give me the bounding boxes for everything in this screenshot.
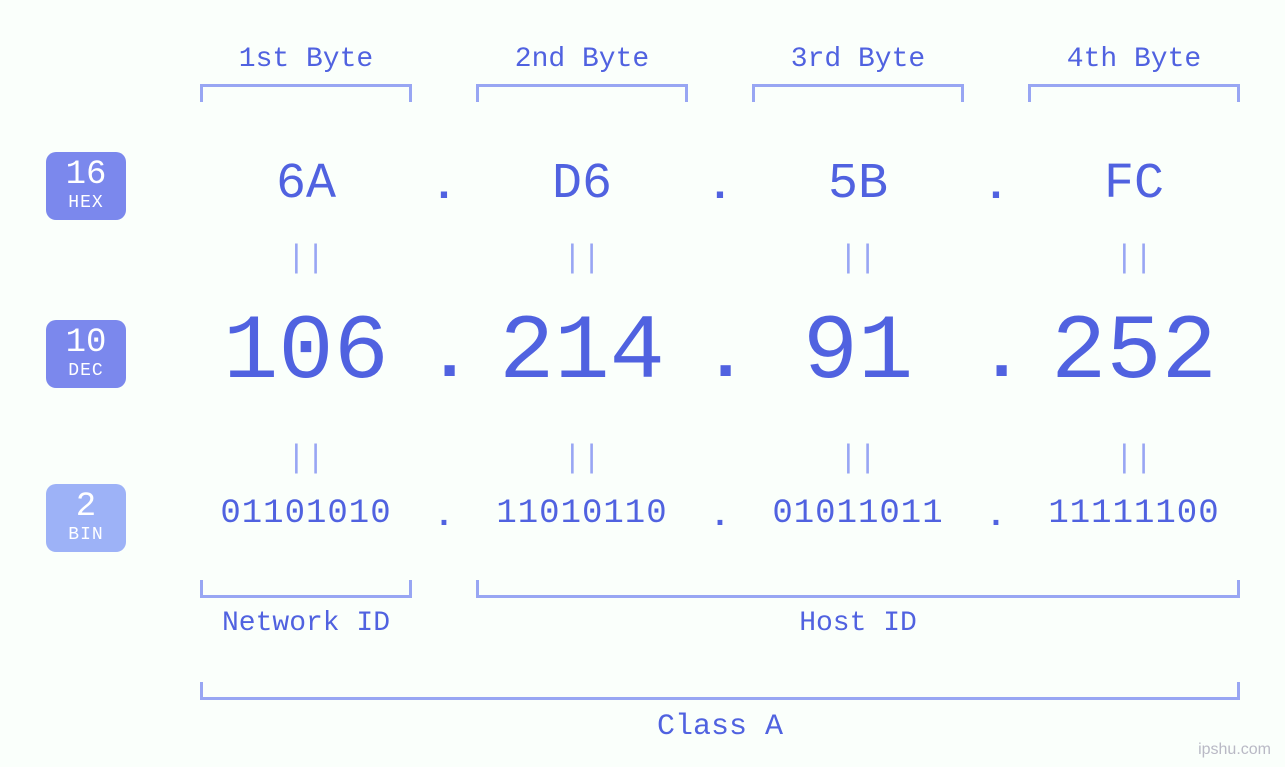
dot-hex-2: .	[704, 162, 736, 212]
dot-bin-1: .	[428, 498, 460, 536]
equals-hex-dec-4: ||	[1028, 240, 1240, 277]
equals-dec-bin-2: ||	[476, 440, 688, 477]
equals-dec-bin-1: ||	[200, 440, 412, 477]
byte-bracket-2	[476, 84, 688, 102]
dot-hex-1: .	[428, 162, 460, 212]
byte-label-4: 4th Byte	[1028, 44, 1240, 75]
equals-dec-bin-4: ||	[1028, 440, 1240, 477]
dec-value-3: 91	[752, 300, 964, 405]
badge-dec: 10 DEC	[46, 320, 126, 388]
dot-dec-1: .	[428, 316, 460, 398]
dot-bin-2: .	[704, 498, 736, 536]
equals-hex-dec-3: ||	[752, 240, 964, 277]
bin-value-1: 01101010	[200, 495, 412, 533]
byte-label-2: 2nd Byte	[476, 44, 688, 75]
equals-hex-dec-1: ||	[200, 240, 412, 277]
hex-value-1: 6A	[200, 156, 412, 213]
badge-dec-label: DEC	[46, 362, 126, 380]
dot-dec-3: .	[980, 316, 1012, 398]
dot-bin-3: .	[980, 498, 1012, 536]
byte-label-1: 1st Byte	[200, 44, 412, 75]
partition-bracket-0	[200, 580, 412, 598]
badge-hex: 16 HEX	[46, 152, 126, 220]
badge-bin-label: BIN	[46, 526, 126, 544]
badge-bin-base: 2	[46, 490, 126, 524]
bin-value-3: 01011011	[752, 495, 964, 533]
partition-label-1: Host ID	[476, 608, 1240, 639]
equals-hex-dec-2: ||	[476, 240, 688, 277]
dot-dec-2: .	[704, 316, 736, 398]
ip-breakdown-diagram: 16 HEX 10 DEC 2 BIN ipshu.com 1st Byte6A…	[0, 0, 1285, 767]
hex-value-2: D6	[476, 156, 688, 213]
badge-hex-base: 16	[46, 158, 126, 192]
byte-bracket-4	[1028, 84, 1240, 102]
partition-label-0: Network ID	[200, 608, 412, 639]
class-label: Class A	[200, 710, 1240, 744]
dec-value-4: 252	[1028, 300, 1240, 405]
bin-value-4: 11111100	[1028, 495, 1240, 533]
byte-label-3: 3rd Byte	[752, 44, 964, 75]
bin-value-2: 11010110	[476, 495, 688, 533]
hex-value-4: FC	[1028, 156, 1240, 213]
dot-hex-3: .	[980, 162, 1012, 212]
badge-bin: 2 BIN	[46, 484, 126, 552]
equals-dec-bin-3: ||	[752, 440, 964, 477]
class-bracket	[200, 682, 1240, 700]
byte-bracket-1	[200, 84, 412, 102]
dec-value-1: 106	[200, 300, 412, 405]
hex-value-3: 5B	[752, 156, 964, 213]
byte-bracket-3	[752, 84, 964, 102]
partition-bracket-1	[476, 580, 1240, 598]
dec-value-2: 214	[476, 300, 688, 405]
badge-dec-base: 10	[46, 326, 126, 360]
badge-hex-label: HEX	[46, 194, 126, 212]
